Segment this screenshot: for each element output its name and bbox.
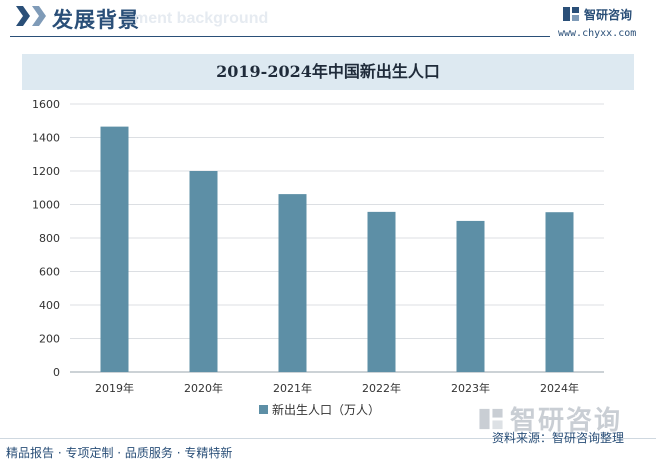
bar-chart: 0 200 400 600 800 1000 1200 1400 1600 2019年 2020年 2…: [32, 98, 604, 417]
footer-tagline: 精品报告 · 专项定制 · 品质服务 · 专精特新: [6, 446, 233, 460]
legend-swatch: [259, 405, 268, 414]
bar: [367, 211, 396, 372]
chevron-icon: [16, 6, 30, 26]
bar: [278, 194, 307, 372]
y-tick-label: 600: [39, 266, 60, 279]
bar: [100, 126, 129, 372]
section-title: 发展背景: [52, 8, 140, 32]
y-tick-label: 200: [39, 333, 60, 346]
footer: [0, 438, 656, 464]
x-tick-label: 2023年: [451, 381, 490, 395]
y-tick-label: 1600: [32, 98, 60, 111]
x-tick-label: 2019年: [95, 381, 134, 395]
y-tick-label: 1200: [32, 165, 60, 178]
bar: [189, 171, 218, 372]
x-tick-label: 2024年: [540, 381, 579, 395]
chevron-icon: [32, 6, 46, 26]
chyxx-logo-icon: [563, 7, 579, 21]
y-tick-label: 400: [39, 299, 60, 312]
chart-title-bar: 2019-2024年中国新出生人口: [22, 54, 634, 90]
x-tick-label: 2021年: [273, 381, 312, 395]
y-tick-label: 1400: [32, 132, 60, 145]
chyxx-logo-icon: [479, 408, 503, 429]
header: 发展背景 ment background 智研咨询 www.chyxx.com: [0, 0, 656, 44]
brand: 智研咨询: [562, 4, 632, 24]
brand-url: www.chyxx.com: [558, 28, 637, 39]
bar: [545, 212, 574, 372]
y-tick-label: 0: [53, 366, 60, 379]
y-tick-label: 1000: [32, 199, 60, 212]
bar: [456, 220, 485, 372]
section-subtitle: ment background: [134, 10, 269, 27]
watermark-text: 智研咨询: [510, 406, 623, 436]
header-divider: [10, 36, 550, 37]
x-tick-label: 2022年: [362, 381, 401, 395]
watermark: 智研咨询: [478, 400, 622, 437]
chart-title: 2019-2024年中国新出生人口: [216, 62, 440, 81]
legend-label: 新出生人口（万人）: [272, 402, 380, 417]
x-tick-label: 2020年: [184, 381, 223, 395]
y-tick-label: 800: [39, 232, 60, 245]
brand-name: 智研咨询: [584, 7, 633, 22]
footer-divider: [0, 438, 656, 439]
data-source: 资料来源：智研咨询整理: [492, 431, 625, 445]
